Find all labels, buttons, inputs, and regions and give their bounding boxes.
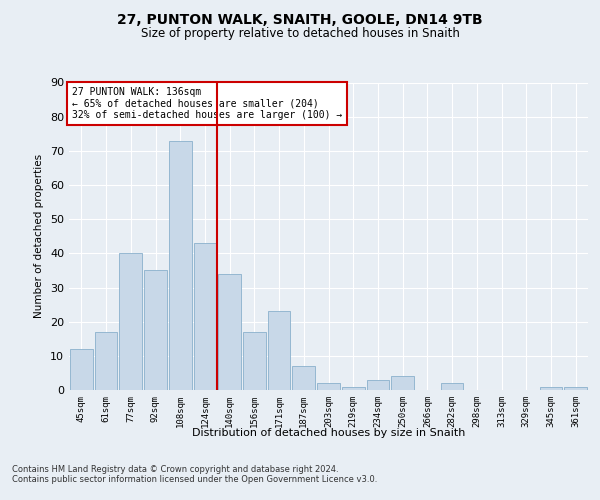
Bar — [218, 274, 241, 390]
Bar — [317, 383, 340, 390]
Bar — [564, 386, 587, 390]
Bar — [119, 254, 142, 390]
Bar — [194, 243, 216, 390]
Bar — [144, 270, 167, 390]
Bar — [268, 312, 290, 390]
Bar — [441, 383, 463, 390]
Bar — [70, 349, 93, 390]
Y-axis label: Number of detached properties: Number of detached properties — [34, 154, 44, 318]
Bar — [95, 332, 118, 390]
Text: 27 PUNTON WALK: 136sqm
← 65% of detached houses are smaller (204)
32% of semi-de: 27 PUNTON WALK: 136sqm ← 65% of detached… — [71, 87, 342, 120]
Text: 27, PUNTON WALK, SNAITH, GOOLE, DN14 9TB: 27, PUNTON WALK, SNAITH, GOOLE, DN14 9TB — [117, 12, 483, 26]
Text: Contains HM Land Registry data © Crown copyright and database right 2024.: Contains HM Land Registry data © Crown c… — [12, 465, 338, 474]
Text: Distribution of detached houses by size in Snaith: Distribution of detached houses by size … — [192, 428, 466, 438]
Bar — [367, 380, 389, 390]
Bar — [243, 332, 266, 390]
Bar — [342, 386, 365, 390]
Bar — [292, 366, 315, 390]
Text: Contains public sector information licensed under the Open Government Licence v3: Contains public sector information licen… — [12, 475, 377, 484]
Bar — [169, 140, 191, 390]
Text: Size of property relative to detached houses in Snaith: Size of property relative to detached ho… — [140, 28, 460, 40]
Bar — [391, 376, 414, 390]
Bar — [539, 386, 562, 390]
